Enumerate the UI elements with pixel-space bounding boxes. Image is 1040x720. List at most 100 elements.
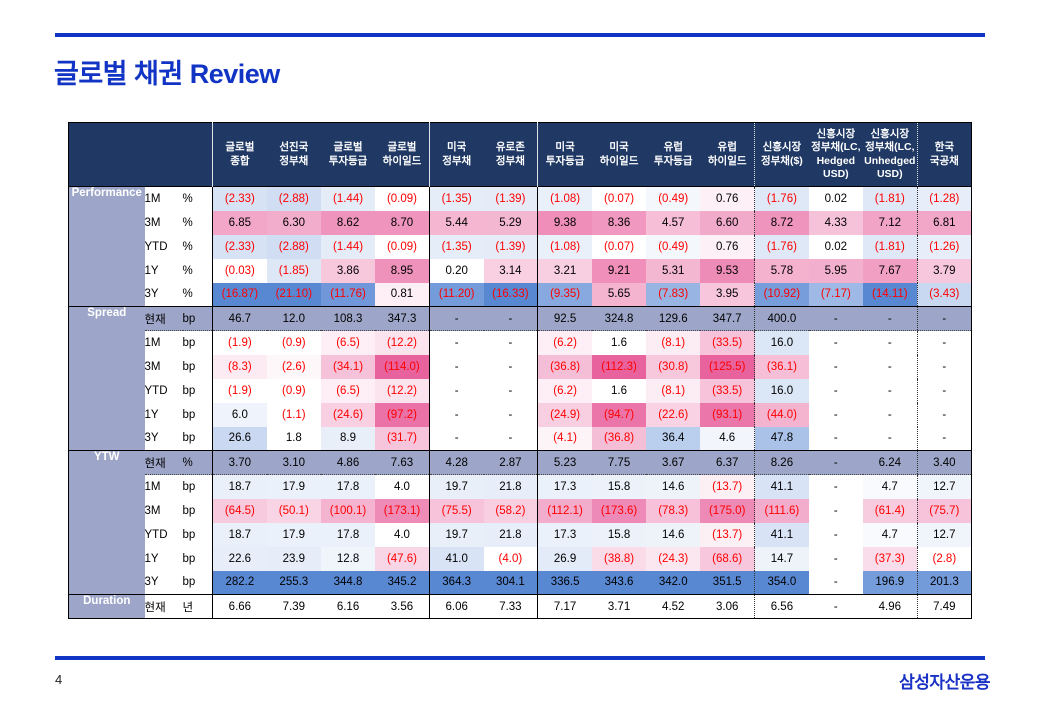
data-cell: - — [833, 552, 838, 565]
data-cell: - — [916, 426, 972, 451]
data-cell: (1.1) — [281, 408, 306, 421]
data-cell: 6.60 — [700, 210, 755, 235]
data-cell: (0.49) — [646, 234, 701, 259]
data-cell: (31.7) — [375, 426, 430, 451]
data-cell: (30.8) — [646, 354, 701, 379]
row-unit: % — [182, 240, 193, 253]
data-cell: 6.06 — [428, 594, 484, 619]
data-cell: - — [833, 480, 838, 493]
table-row-ytw-3M: 3M bp (64.5) (50.1) (100.1) (173.1) (75.5) (58.… — [69, 498, 972, 523]
data-cell: 46.7 — [212, 306, 267, 331]
data-cell: 16.0 — [754, 378, 809, 403]
data-cell: 400.0 — [754, 306, 809, 331]
data-cell: (0.09) — [386, 240, 417, 253]
data-cell: 345.2 — [375, 570, 430, 595]
data-cell: (4.1) — [537, 426, 592, 451]
company-logo: 삼성자산운용 — [899, 673, 990, 692]
data-cell: 16.0 — [754, 330, 809, 355]
data-cell: 5.44 — [428, 210, 484, 235]
data-cell: 18.7 — [212, 474, 267, 499]
data-cell: - — [508, 408, 513, 421]
data-cell: 8.9 — [320, 426, 376, 451]
data-cell: 26.6 — [212, 426, 267, 451]
data-cell: (36.8) — [537, 354, 592, 379]
data-cell: 8.72 — [754, 210, 809, 235]
data-cell: (1.08) — [537, 234, 592, 259]
data-cell: 3.21 — [537, 258, 592, 283]
data-cell: (14.11) — [862, 282, 918, 307]
data-cell: 4.52 — [646, 594, 701, 619]
data-cell: 7.67 — [862, 258, 918, 283]
data-cell: 41.0 — [428, 546, 484, 571]
data-cell: (114.0) — [375, 354, 430, 379]
data-cell: - — [887, 384, 892, 397]
data-cell: 4.6 — [700, 426, 755, 451]
data-cell: 6.81 — [916, 210, 972, 235]
row-unit: bp — [182, 336, 196, 349]
data-cell: 8.95 — [375, 258, 430, 283]
data-cell: - — [862, 306, 918, 331]
row-unit: % — [182, 216, 193, 229]
data-cell: 9.38 — [537, 210, 592, 235]
data-cell: 3.86 — [320, 258, 376, 283]
data-cell: 6.0 — [212, 402, 267, 427]
data-cell: 108.3 — [320, 306, 376, 331]
table-row-spread-3Y: 3Y bp 26.6 1.8 8.9 (31.7) - - (4.1) (36.8) 36.4 4.6… — [69, 426, 972, 451]
data-cell: (1.85) — [266, 258, 321, 283]
data-cell: 7.12 — [862, 210, 918, 235]
data-cell: 6.37 — [700, 450, 755, 475]
data-cell: (11.20) — [428, 282, 484, 307]
data-cell: (1.44) — [320, 186, 376, 211]
data-cell: 18.7 — [212, 522, 267, 547]
row-unit: bp — [182, 432, 196, 445]
data-cell: 4.28 — [428, 450, 484, 475]
data-cell: (22.6) — [646, 402, 701, 427]
row-unit: % — [182, 264, 193, 277]
data-cell: 5.95 — [808, 258, 863, 283]
row-unit: bp — [182, 480, 196, 493]
row-unit: 년 — [182, 594, 213, 619]
column-header-5: 유로존 정부채 — [483, 122, 538, 187]
data-cell: 6.24 — [862, 450, 918, 475]
data-cell: 3.40 — [916, 450, 972, 475]
row-period: 3Y — [144, 432, 159, 445]
data-cell: - — [916, 354, 972, 379]
data-cell: 3.10 — [266, 450, 321, 475]
row-unit: bp — [182, 552, 196, 565]
data-cell: 12.7 — [916, 474, 972, 499]
data-cell: - — [508, 336, 513, 349]
data-cell: 1.6 — [611, 336, 628, 349]
data-cell: - — [887, 336, 892, 349]
data-cell: 26.9 — [537, 546, 592, 571]
data-cell: (21.10) — [266, 282, 321, 307]
row-period: 3M — [144, 216, 161, 229]
data-cell: (75.7) — [916, 498, 972, 523]
table-row-ytw-1Y: 1Y bp 22.6 23.9 12.8 (47.6) 41.0 (4.0) 26.9 (38.8… — [69, 546, 972, 571]
data-cell: (13.7) — [700, 474, 755, 499]
row-unit: bp — [182, 504, 196, 517]
data-cell: 3.79 — [916, 258, 972, 283]
data-cell: (10.92) — [754, 282, 809, 307]
table-row-ytw-현재: YTW 현재% 3.70 3.10 4.86 7.63 4.28 2.87 5.23 7.75 3.… — [68, 450, 972, 595]
data-cell: 336.5 — [537, 570, 592, 595]
data-cell: - — [508, 384, 513, 397]
data-cell: (1.35) — [428, 186, 484, 211]
data-cell: (1.35) — [428, 234, 484, 259]
data-cell: 5.65 — [591, 282, 647, 307]
data-cell: - — [428, 354, 484, 379]
data-cell: 17.8 — [320, 522, 376, 547]
data-cell: 5.31 — [646, 258, 701, 283]
data-cell: 47.8 — [754, 426, 809, 451]
data-cell: - — [833, 576, 838, 589]
data-cell: 0.02 — [808, 186, 863, 211]
section-label-performance: Performance — [68, 186, 145, 307]
data-cell: 347.3 — [375, 306, 430, 331]
data-cell: 4.7 — [862, 522, 918, 547]
data-cell: 5.78 — [754, 258, 809, 283]
data-cell: (36.8) — [591, 426, 647, 451]
data-cell: (61.4) — [862, 498, 918, 523]
data-cell: 0.02 — [824, 240, 848, 253]
data-cell: 2.87 — [483, 450, 538, 475]
data-cell: (2.88) — [266, 234, 321, 259]
row-unit: bp — [182, 360, 196, 373]
